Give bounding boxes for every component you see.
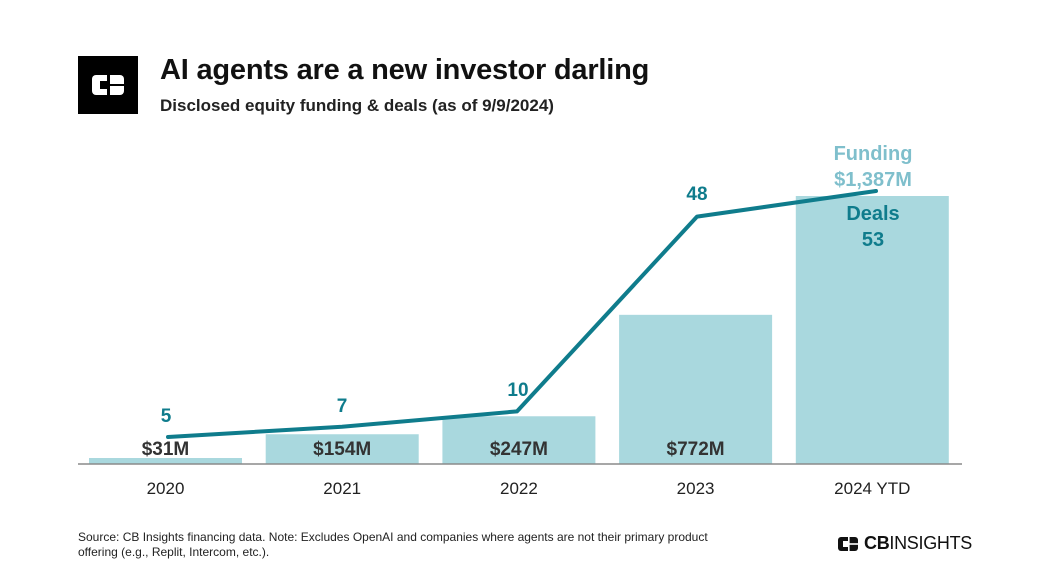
bar-value-label-0: $31M	[142, 439, 190, 460]
cb-insights-logo-icon	[92, 75, 124, 95]
brand-text-cb: CB	[864, 533, 890, 553]
deals-line	[166, 189, 878, 439]
deal-value-label-1: 7	[337, 396, 348, 417]
deals-annotation-value: 53	[862, 229, 884, 251]
x-tick-label-4: 2024 YTD	[834, 479, 910, 498]
brand-text-insights: INSIGHTS	[889, 533, 973, 553]
source-note: Source: CB Insights financing data. Note…	[78, 530, 708, 559]
brand-wordmark: CBINSIGHTS	[864, 533, 972, 554]
bar-value-label-2: $247M	[490, 439, 548, 460]
deal-value-label-0: 5	[161, 406, 172, 427]
funding-annotation-title: Funding	[834, 143, 913, 165]
x-tick-label-2: 2022	[500, 479, 538, 498]
x-tick-label-3: 2023	[677, 479, 715, 498]
cb-insights-brand: CBINSIGHTS	[838, 533, 972, 554]
deal-value-label-2: 10	[507, 380, 528, 401]
x-tick-label-1: 2021	[323, 479, 361, 498]
funding-annotation-value: $1,387M	[834, 169, 912, 191]
bar-4	[795, 196, 949, 464]
bar-value-label-1: $154M	[313, 439, 371, 460]
bar-3	[619, 314, 773, 464]
bar-1	[265, 434, 419, 464]
chart-subtitle: Disclosed equity funding & deals (as of …	[160, 96, 554, 115]
deal-value-label-3: 48	[686, 184, 707, 205]
deals-annotation-title: Deals	[846, 203, 899, 225]
cb-brand-icon	[838, 536, 858, 551]
bar-value-label-3: $772M	[667, 439, 725, 460]
x-tick-label-0: 2020	[147, 479, 185, 498]
bar-2	[442, 416, 596, 464]
cb-logo-box	[78, 56, 138, 114]
chart-title: AI agents are a new investor darling	[160, 54, 650, 86]
bar-0	[89, 458, 242, 464]
